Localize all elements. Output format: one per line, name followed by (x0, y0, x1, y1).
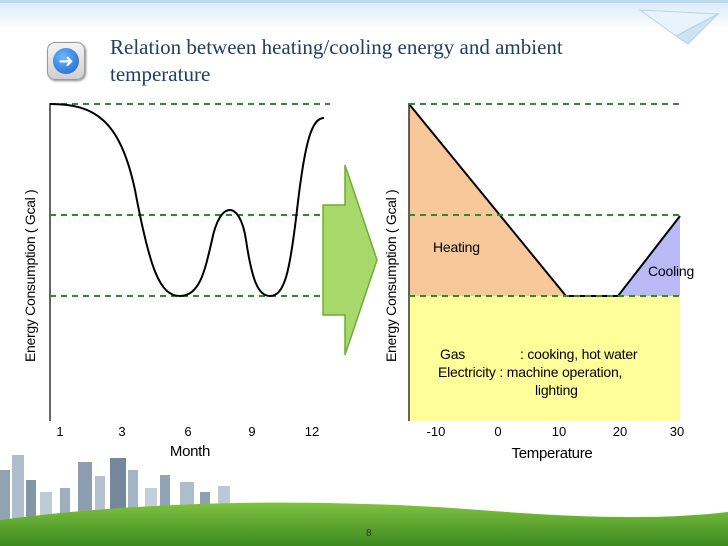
left-x-axis-label: Month (169, 443, 211, 460)
left-y-axis-label: Energy Consumption ( Gcal ) (22, 189, 38, 362)
right-x-tick: 20 (612, 424, 628, 439)
transform-arrow (322, 164, 378, 356)
gas-description: : cooking, hot water (520, 346, 638, 362)
cooling-label: Cooling (648, 263, 695, 279)
base-load-region (409, 296, 680, 421)
right-x-tick: -10 (426, 424, 446, 439)
left-x-tick: 12 (304, 424, 320, 439)
monthly-energy-curve (49, 103, 325, 298)
left-x-tick: 1 (56, 424, 64, 439)
arrow-right-icon: ➜ (53, 48, 79, 74)
electricity-description: lighting (535, 382, 578, 398)
right-x-tick: 30 (669, 424, 685, 439)
left-x-tick: 9 (248, 424, 256, 439)
right-x-axis-label: Temperature (511, 445, 593, 462)
heating-label: Heating (433, 239, 480, 255)
right-y-axis-label: Energy Consumption ( Gcal ) (383, 189, 399, 362)
slide-title: Relation between heating/cooling energy … (110, 35, 563, 86)
right-x-tick: 0 (494, 424, 502, 439)
right-energy-line (408, 103, 681, 297)
left-x-tick: 3 (118, 424, 126, 439)
page-number: 8 (366, 528, 372, 539)
electricity-label: Electricity : machine operation, (438, 364, 623, 380)
gas-label: Gas (440, 346, 466, 362)
next-slide-button[interactable]: ➜ (47, 42, 85, 80)
left-x-tick: 6 (184, 424, 192, 439)
paper-plane-icon (638, 9, 720, 45)
right-x-tick: 10 (551, 424, 567, 439)
